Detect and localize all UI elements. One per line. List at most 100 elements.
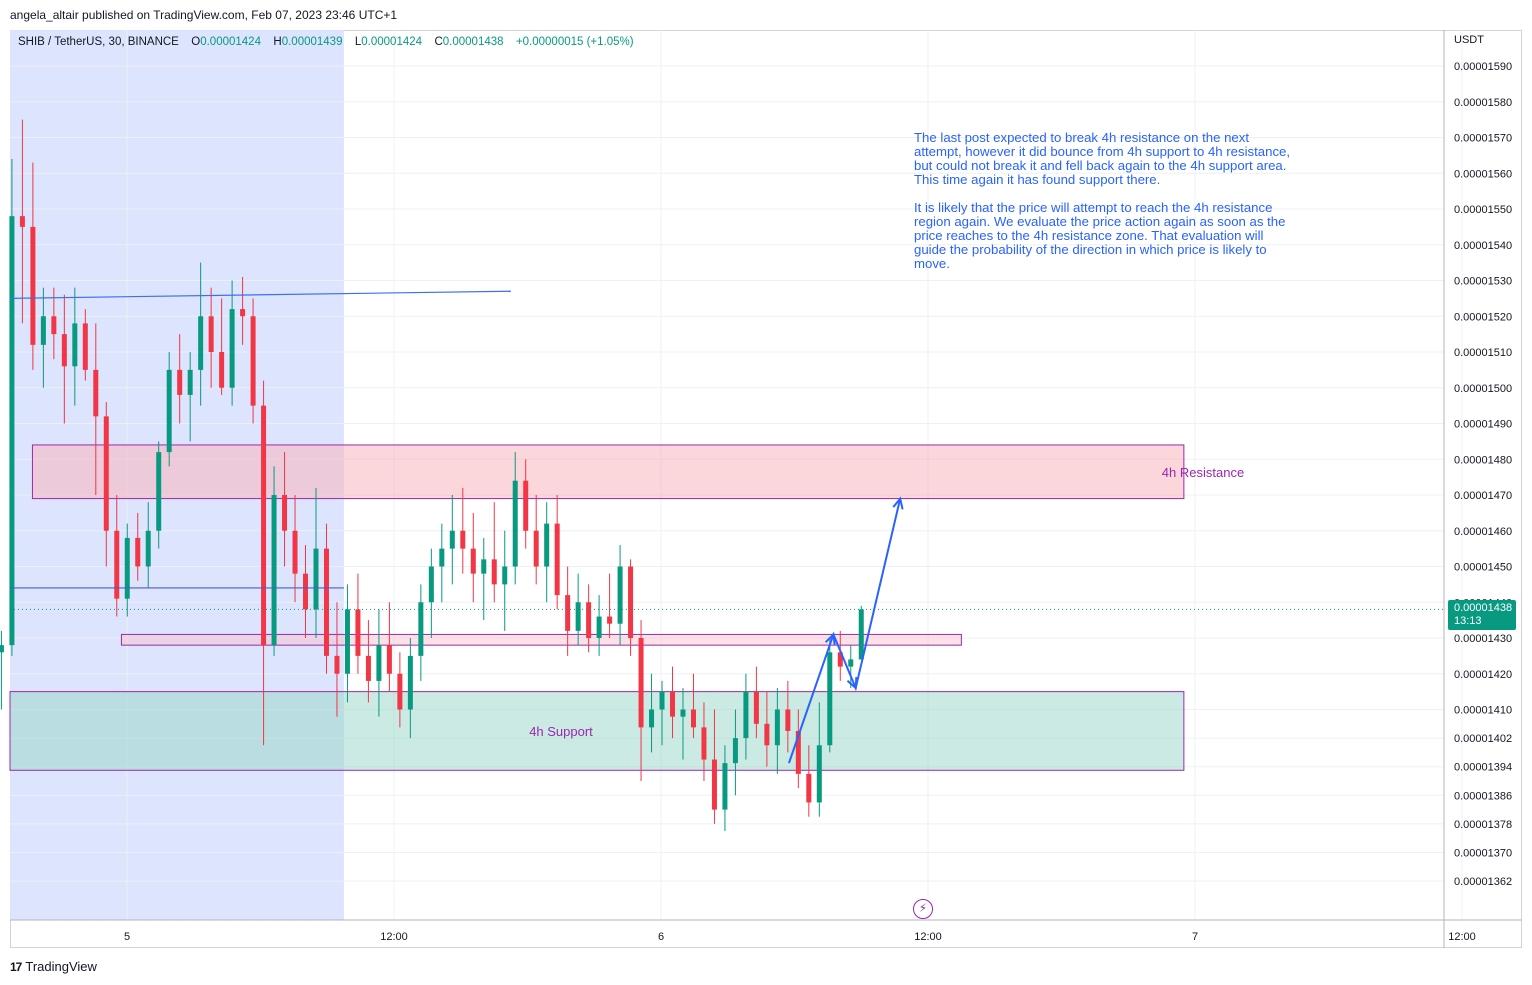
candle-body [334,655,340,674]
candle-body [177,369,183,395]
candle-body [9,216,15,646]
close-value: 0.00001438 [442,36,504,48]
y-tick-label: 0.00001420 [1454,669,1512,681]
x-tick-label: 7 [1192,931,1198,943]
candle-body [93,369,99,417]
open-label: O [191,36,201,48]
candle-body [607,616,613,624]
candle-body [72,323,78,367]
candle-body [428,566,434,603]
analysis-note[interactable]: The last post expected to break 4h resis… [914,131,1294,285]
candle-body [743,691,749,739]
low-label: L [354,36,362,48]
candle-body [51,316,57,335]
candle-body [156,452,162,531]
y-tick-label: 0.00001560 [1454,168,1512,180]
y-tick-label: 0.00001500 [1454,383,1512,395]
candle-body [701,727,707,760]
zone-support [9,691,1185,771]
y-tick-label: 0.00001370 [1454,848,1512,860]
y-tick-label: 0.00001520 [1454,311,1512,323]
y-tick-label: 0.00001450 [1454,562,1512,574]
projection-path [787,498,902,764]
candle-body [491,559,497,585]
candle-body [638,638,644,728]
last-price-value: 0.00001438 [1454,602,1513,614]
y-tick-label: 0.00001386 [1454,790,1512,802]
candle-body [512,480,518,567]
candle-body [82,323,88,370]
candle-body [61,334,67,367]
candle-body [219,352,225,388]
candle-body [753,691,759,724]
candle-body [449,530,455,549]
candle-body [439,548,445,567]
y-tick-label: 0.00001550 [1454,204,1512,216]
candle-body [355,609,361,656]
y-tick-label: 0.00001510 [1454,347,1512,359]
candle-body [533,530,539,567]
candle-body [407,655,413,710]
low-value: 0.00001424 [361,36,423,48]
x-tick-label: 5 [124,931,130,943]
candle-body [795,730,801,774]
y-tick-label: 0.00001430 [1454,633,1512,645]
y-tick-label: 0.00001480 [1454,454,1512,466]
candle-body [397,673,403,710]
open-value: 0.00001424 [200,36,261,48]
y-tick-label: 0.00001490 [1454,419,1512,431]
candle-body [806,773,812,803]
symbol-name[interactable]: SHIB / TetherUS, 30, BINANCE [18,36,179,48]
symbol-legend: SHIB / TetherUS, 30, BINANCE O0.00001424… [18,36,634,48]
projection-arrowhead [824,632,836,646]
candle-body [827,652,833,746]
candle-body [764,723,770,746]
y-tick-label: 0.00001580 [1454,97,1512,109]
candle-body [554,523,560,596]
y-tick-label: 0.00001570 [1454,133,1512,145]
candle-body [323,548,329,656]
candle-body [229,309,235,388]
candle-body [208,316,214,352]
y-tick-label: 0.00001540 [1454,240,1512,252]
y-tick-label: 0.00001590 [1454,61,1512,73]
y-tick-label: 0.00001378 [1454,819,1512,831]
publish-attribution: angela_altair published on TradingView.c… [10,8,398,22]
projection-arrowhead [892,496,904,510]
candle-body [114,530,120,599]
candle-body [690,709,696,728]
candle-body [124,537,130,599]
candle-body [680,709,686,717]
candle-body [198,316,204,370]
last-price-tag: 0.00001438 13:13 [1448,600,1516,630]
candle-body [313,548,319,610]
candle-body [303,573,309,610]
candle-body [785,709,791,731]
candle-body [271,495,277,646]
y-tick-label: 0.00001402 [1454,733,1512,745]
projection-arrowhead [846,677,858,691]
candle-body [722,763,728,810]
candle-body [135,537,141,567]
zone-label-resistance: 4h Resistance [1162,465,1244,480]
candle-body [460,530,466,549]
zone-label-support: 4h Support [529,724,593,739]
candle-body [617,566,623,624]
high-label: H [273,36,282,48]
candle-body [250,316,256,406]
candle-body [344,609,350,674]
y-tick-label: 0.00001530 [1454,276,1512,288]
note-paragraph-2: It is likely that the price will attempt… [914,200,1286,271]
axis-currency[interactable]: USDT [1454,34,1484,46]
candle-body [649,709,655,728]
x-tick-label: 6 [658,931,664,943]
y-tick-label: 0.00001470 [1454,490,1512,502]
candle-body [292,530,298,574]
candle-body [670,691,676,717]
candle-body [523,480,529,531]
tradingview-logo[interactable]: 17 TradingView [10,959,97,974]
candle-body [103,416,109,531]
candle-body [837,652,843,667]
lightning-icon[interactable]: ⚡ [913,899,933,919]
